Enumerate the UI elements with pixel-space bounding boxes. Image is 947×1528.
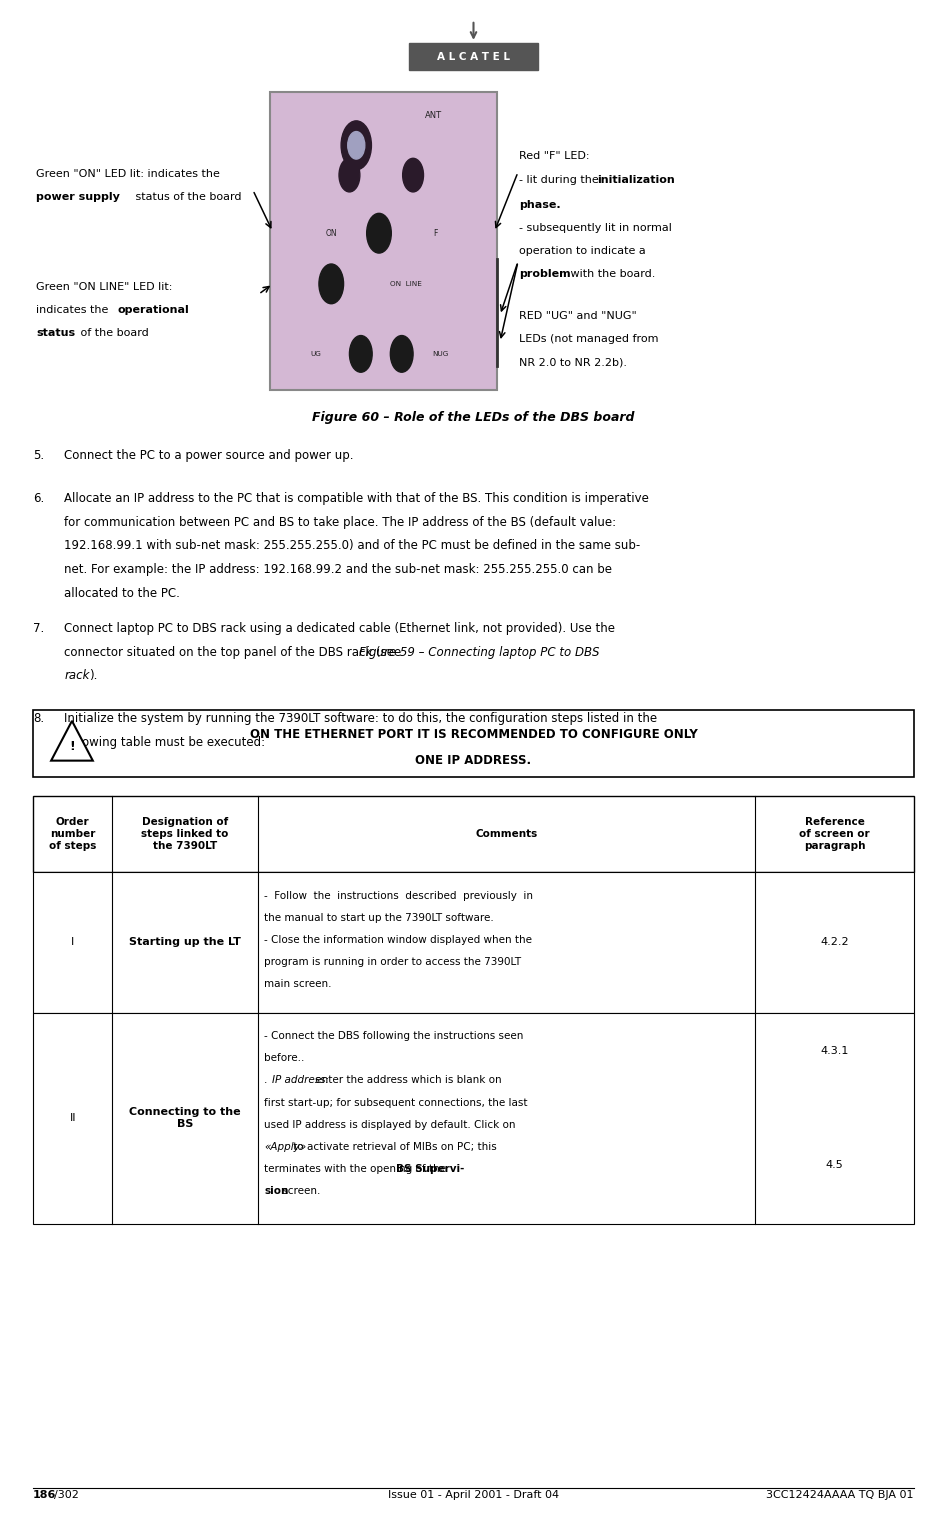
Text: -  Follow  the  instructions  described  previously  in: - Follow the instructions described prev… — [264, 891, 533, 900]
Text: 3CC12424AAAA TQ BJA 01: 3CC12424AAAA TQ BJA 01 — [766, 1490, 914, 1500]
Text: status of the board: status of the board — [132, 193, 241, 202]
Text: 6.: 6. — [33, 492, 45, 504]
Text: Starting up the LT: Starting up the LT — [129, 938, 241, 947]
Text: terminates with the opening of the: terminates with the opening of the — [264, 1164, 453, 1174]
Text: IP address:: IP address: — [272, 1076, 329, 1085]
Text: !: ! — [69, 741, 75, 753]
Circle shape — [348, 131, 365, 159]
Text: status: status — [36, 329, 75, 338]
Text: phase.: phase. — [519, 200, 561, 209]
Text: program is running in order to access the 7390LT: program is running in order to access th… — [264, 957, 522, 967]
Text: Green "ON LINE" LED lit:: Green "ON LINE" LED lit: — [36, 283, 172, 292]
Circle shape — [339, 159, 360, 193]
Text: ON: ON — [326, 229, 337, 238]
Circle shape — [366, 214, 391, 254]
Text: LEDs (not managed from: LEDs (not managed from — [519, 335, 658, 344]
Text: with the board.: with the board. — [567, 269, 655, 278]
Text: connector situated on the top panel of the DBS rack (see: connector situated on the top panel of t… — [64, 646, 405, 659]
Text: problem: problem — [519, 269, 571, 278]
Text: Figure 59 – Connecting laptop PC to DBS: Figure 59 – Connecting laptop PC to DBS — [359, 646, 599, 659]
Text: ON THE ETHERNET PORT IT IS RECOMMENDED TO CONFIGURE ONLY: ON THE ETHERNET PORT IT IS RECOMMENDED T… — [250, 727, 697, 741]
Circle shape — [390, 336, 413, 373]
Text: of the board: of the board — [77, 329, 149, 338]
Circle shape — [349, 336, 372, 373]
Text: before..: before.. — [264, 1053, 305, 1063]
Text: ONE IP ADDRESS.: ONE IP ADDRESS. — [416, 755, 531, 767]
Text: Issue 01 - April 2001 - Draft 04: Issue 01 - April 2001 - Draft 04 — [388, 1490, 559, 1500]
Text: Allocate an IP address to the PC that is compatible with that of the BS. This co: Allocate an IP address to the PC that is… — [64, 492, 650, 504]
Text: «Apply»: «Apply» — [264, 1141, 307, 1152]
Text: 8.: 8. — [33, 712, 45, 726]
Text: Reference
of screen or
paragraph: Reference of screen or paragraph — [799, 816, 870, 851]
Text: Red "F" LED:: Red "F" LED: — [519, 151, 589, 160]
Text: I: I — [71, 938, 75, 947]
Text: Figure 60 – Role of the LEDs of the DBS board: Figure 60 – Role of the LEDs of the DBS … — [313, 411, 634, 423]
Text: ).: ). — [89, 669, 98, 683]
Text: 4.2.2: 4.2.2 — [820, 938, 849, 947]
Text: to activate retrieval of MIBs on PC; this: to activate retrieval of MIBs on PC; thi… — [290, 1141, 496, 1152]
Text: power supply: power supply — [36, 193, 120, 202]
Circle shape — [319, 264, 344, 304]
Text: 4.5: 4.5 — [826, 1160, 844, 1169]
Circle shape — [402, 159, 423, 193]
Text: screen.: screen. — [279, 1186, 320, 1196]
Text: ON  LINE: ON LINE — [390, 281, 422, 287]
Text: - subsequently lit in normal: - subsequently lit in normal — [519, 223, 671, 232]
Text: Connect the PC to a power source and power up.: Connect the PC to a power source and pow… — [64, 449, 354, 463]
Text: following table must be executed:: following table must be executed: — [64, 736, 265, 749]
Bar — [33, 796, 914, 872]
Text: enter the address which is blank on: enter the address which is blank on — [312, 1076, 501, 1085]
Text: 4.3.1: 4.3.1 — [820, 1045, 849, 1056]
Text: 192.168.99.1 with sub-net mask: 255.255.255.0) and of the PC must be defined in : 192.168.99.1 with sub-net mask: 255.255.… — [64, 539, 641, 552]
Text: operational: operational — [117, 306, 189, 315]
Text: for communication between PC and BS to take place. The IP address of the BS (def: for communication between PC and BS to t… — [64, 515, 616, 529]
Bar — [33, 872, 914, 1013]
Bar — [270, 92, 497, 390]
Text: UG: UG — [310, 351, 321, 358]
Text: II: II — [69, 1114, 76, 1123]
Text: ANT: ANT — [425, 112, 442, 121]
Text: first start-up; for subsequent connections, the last: first start-up; for subsequent connectio… — [264, 1097, 527, 1108]
Text: NR 2.0 to NR 2.2b).: NR 2.0 to NR 2.2b). — [519, 358, 627, 367]
Text: A L C A T E L: A L C A T E L — [437, 52, 510, 61]
Text: Designation of
steps linked to
the 7390LT: Designation of steps linked to the 7390L… — [141, 816, 229, 851]
Text: the manual to start up the 7390LT software.: the manual to start up the 7390LT softwa… — [264, 912, 494, 923]
Text: BS Supervi-: BS Supervi- — [396, 1164, 464, 1174]
Text: - Connect the DBS following the instructions seen: - Connect the DBS following the instruct… — [264, 1031, 524, 1041]
Bar — [33, 1013, 914, 1224]
Text: net. For example: the IP address: 192.168.99.2 and the sub-net mask: 255.255.255: net. For example: the IP address: 192.16… — [64, 562, 613, 576]
Text: sion: sion — [264, 1186, 289, 1196]
Text: .: . — [264, 1076, 271, 1085]
Text: allocated to the PC.: allocated to the PC. — [64, 587, 180, 599]
Text: Comments: Comments — [475, 830, 538, 839]
Text: Initialize the system by running the 7390LT software: to do this, the configurat: Initialize the system by running the 739… — [64, 712, 657, 726]
Text: Green "ON" LED lit: indicates the: Green "ON" LED lit: indicates the — [36, 170, 220, 179]
Text: Connect laptop PC to DBS rack using a dedicated cable (Ethernet link, not provid: Connect laptop PC to DBS rack using a de… — [64, 622, 616, 636]
Text: RED "UG" and "NUG": RED "UG" and "NUG" — [519, 312, 636, 321]
Bar — [33, 711, 914, 778]
Text: rack: rack — [64, 669, 90, 683]
Text: indicates the: indicates the — [36, 306, 112, 315]
Text: 7.: 7. — [33, 622, 45, 636]
Bar — [409, 43, 538, 70]
Text: used IP address is displayed by default. Click on: used IP address is displayed by default.… — [264, 1120, 516, 1129]
Text: - lit during the: - lit during the — [519, 176, 602, 185]
Text: - Close the information window displayed when the: - Close the information window displayed… — [264, 935, 532, 944]
Text: NUG: NUG — [432, 351, 449, 358]
Text: 5.: 5. — [33, 449, 45, 463]
Text: main screen.: main screen. — [264, 979, 331, 989]
Circle shape — [341, 121, 371, 170]
Text: Order
number
of steps: Order number of steps — [49, 816, 97, 851]
Text: /302: /302 — [54, 1490, 79, 1500]
Text: initialization: initialization — [598, 176, 675, 185]
Text: operation to indicate a: operation to indicate a — [519, 246, 646, 255]
Text: 186: 186 — [33, 1490, 57, 1500]
Text: Connecting to the
BS: Connecting to the BS — [129, 1106, 241, 1129]
Polygon shape — [51, 721, 93, 761]
Text: F: F — [434, 229, 438, 238]
